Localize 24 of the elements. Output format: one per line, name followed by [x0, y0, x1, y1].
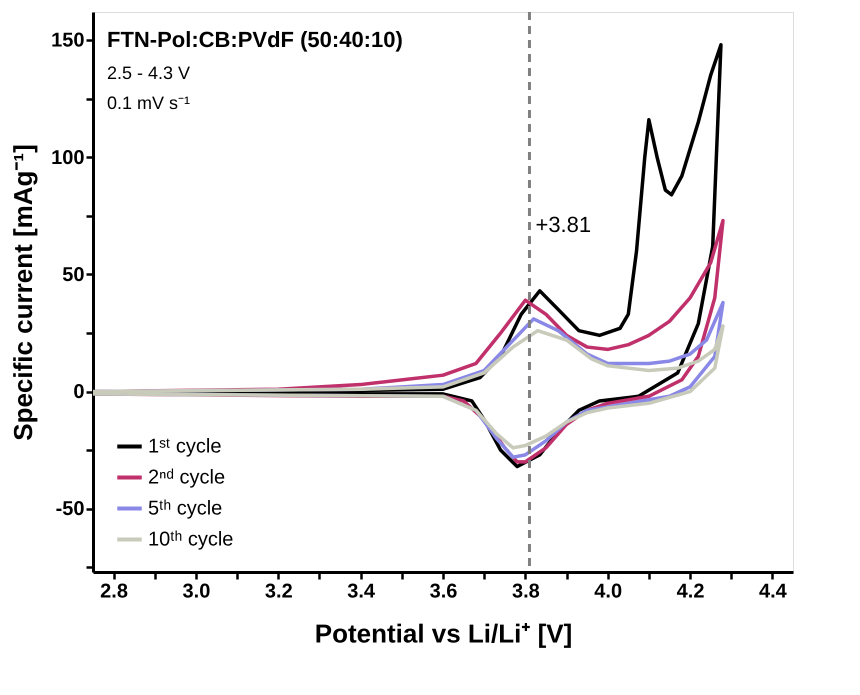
y-tick-label: 150 [51, 30, 84, 52]
annotation: 0.1 mV s⁻¹ [107, 93, 190, 113]
x-tick-label: 4.4 [759, 580, 788, 602]
y-tick-label: 50 [62, 264, 84, 286]
x-tick-label: 3.4 [347, 580, 376, 602]
legend-label: 1ˢᵗ cycle [148, 436, 222, 458]
y-tick-label: 0 [73, 381, 84, 404]
y-axis-title: Specific current [mAg⁻¹] [8, 144, 38, 441]
x-tick-label: 3.0 [182, 580, 210, 602]
y-tick-label: -50 [56, 498, 84, 520]
x-tick-label: 2.8 [100, 580, 128, 602]
text: FTN-Pol:CB:PVdF (50:40:10) [107, 27, 403, 52]
x-tick-label: 3.6 [430, 580, 458, 602]
x-tick-label: 3.2 [264, 580, 293, 602]
y-tick-label: 100 [51, 146, 84, 169]
annotation: 2.5 - 4.3 V [107, 63, 190, 83]
x-tick-label: 4.0 [594, 580, 622, 602]
ref-line-label: +3.81 [535, 212, 592, 237]
legend-label: 5ᵗʰ cycle [148, 498, 222, 520]
legend-label: 10ᵗʰ cycle [148, 528, 234, 550]
legend-label: 2ⁿᵈ cycle [148, 466, 226, 488]
x-tick-label: 4.2 [676, 580, 704, 602]
x-axis-title: Potential vs Li/Li⁺ [V] [314, 618, 572, 648]
x-tick-label: 3.8 [512, 580, 540, 602]
